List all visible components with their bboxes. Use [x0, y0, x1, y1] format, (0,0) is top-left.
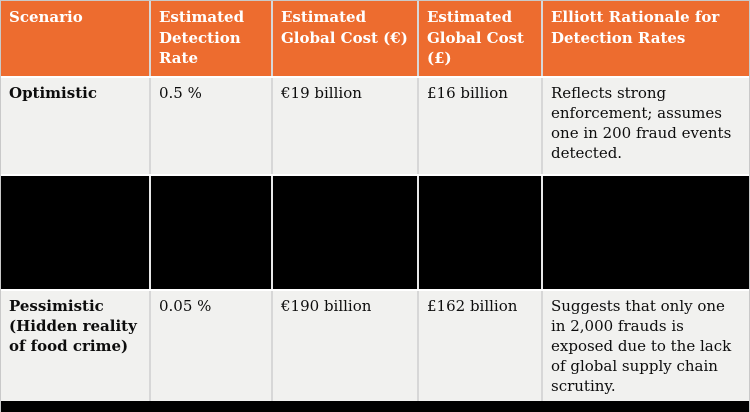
cell-rationale: Suggests that only one in 2,000 frauds i…: [542, 290, 749, 401]
cell-scenario: Optimistic: [1, 77, 151, 176]
redacted-cell-rationale: [542, 175, 749, 291]
redacted-cell-scenario: [1, 175, 151, 291]
table-row-optimistic: Optimistic 0.5 % €19 billion £16 billion…: [1, 77, 749, 176]
fraud-scenario-table: Scenario Estimated Detection Rate Estima…: [1, 1, 749, 401]
col-header-rationale: Elliott Rationale for Detection Rates: [542, 1, 749, 78]
cell-detection-rate: 0.5 %: [150, 77, 273, 176]
header-row: Scenario Estimated Detection Rate Estima…: [1, 1, 749, 78]
cell-cost-eur: €19 billion: [272, 77, 419, 176]
cell-rationale: Reflects strong enforcement; assumes one…: [542, 77, 749, 176]
col-header-cost-gbp: Estimated Global Cost (£): [418, 1, 543, 78]
cell-cost-eur: €190 billion: [272, 290, 419, 401]
cell-cost-gbp: £162 billion: [418, 290, 543, 401]
redacted-cell-cost-gbp: [418, 175, 543, 291]
redacted-cell-detection-rate: [150, 175, 273, 291]
redacted-cell-cost-eur: [272, 175, 419, 291]
col-header-scenario: Scenario: [1, 1, 151, 78]
table-row-redacted: [1, 175, 749, 291]
table-row-pessimistic: Pessimistic (Hidden reality of food crim…: [1, 290, 749, 401]
cell-scenario: Pessimistic (Hidden reality of food crim…: [1, 290, 151, 401]
cell-detection-rate: 0.05 %: [150, 290, 273, 401]
cell-cost-gbp: £16 billion: [418, 77, 543, 176]
col-header-cost-eur: Estimated Global Cost (€): [272, 1, 419, 78]
col-header-detection-rate: Estimated Detection Rate: [150, 1, 273, 78]
bottom-border-bar: [1, 401, 749, 412]
